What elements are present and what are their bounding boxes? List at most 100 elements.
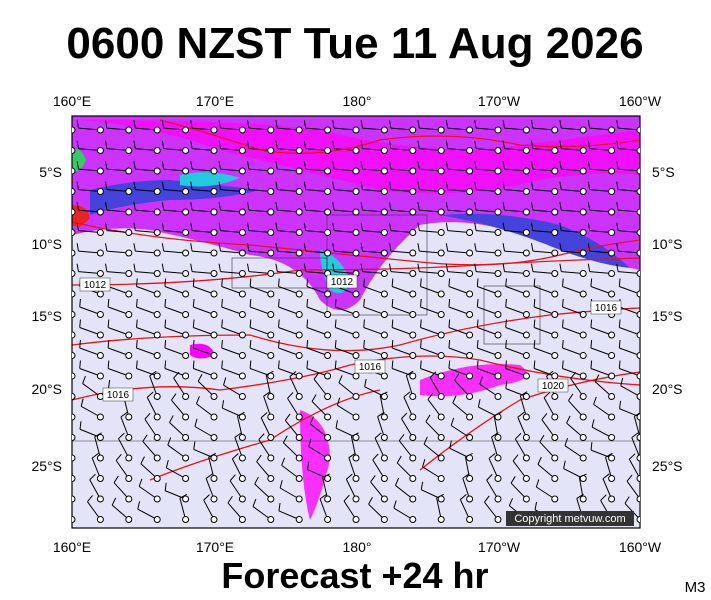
barb-feather bbox=[303, 222, 307, 231]
barb-feather bbox=[165, 459, 169, 468]
barb-staff bbox=[374, 437, 385, 459]
barb-station bbox=[295, 495, 303, 503]
barb-feather bbox=[360, 263, 363, 272]
barb-station bbox=[608, 229, 616, 236]
barb-station bbox=[608, 352, 616, 359]
barb-station bbox=[96, 290, 104, 298]
barb-feather bbox=[307, 461, 310, 470]
barb-feather bbox=[136, 298, 138, 308]
barb-staff bbox=[107, 286, 129, 295]
barb-station bbox=[125, 147, 133, 154]
barb-feather bbox=[332, 161, 335, 170]
barb-staff bbox=[306, 368, 328, 377]
barb-staff bbox=[379, 395, 385, 418]
barb-station bbox=[494, 372, 502, 380]
barb-feather bbox=[338, 375, 343, 383]
barb-station bbox=[96, 331, 104, 339]
barb-station bbox=[380, 516, 388, 523]
barb-station bbox=[267, 434, 275, 441]
barb-staff bbox=[220, 250, 243, 254]
barb-station bbox=[608, 331, 616, 339]
barb-feather bbox=[445, 222, 449, 231]
barb-feather bbox=[332, 181, 335, 190]
barb-station bbox=[238, 290, 246, 298]
barb-staff bbox=[106, 148, 129, 151]
lat-label: 20°S bbox=[31, 381, 62, 397]
barb-staff bbox=[149, 375, 158, 397]
barb-staff bbox=[362, 250, 385, 254]
barb-staff bbox=[106, 209, 129, 213]
barb-feather bbox=[533, 298, 536, 308]
lon-label: 170°E bbox=[196, 93, 234, 109]
barb-station bbox=[409, 290, 417, 298]
barb-station bbox=[182, 270, 190, 277]
lon-label: 160°E bbox=[53, 93, 91, 109]
barb-staff bbox=[419, 127, 442, 131]
barb-station bbox=[380, 454, 388, 462]
barb-station bbox=[153, 229, 161, 236]
barb-feather bbox=[142, 434, 148, 442]
barb-feather bbox=[465, 452, 473, 458]
barb-feather bbox=[247, 222, 250, 231]
barb-feather bbox=[484, 495, 490, 503]
barb-feather bbox=[332, 222, 335, 231]
isobar-label-box bbox=[590, 300, 622, 315]
barb-station bbox=[210, 290, 218, 298]
barb-feather bbox=[218, 120, 221, 129]
footer: Forecast +24 hr bbox=[221, 555, 488, 596]
barb-station bbox=[238, 495, 246, 503]
barb-staff bbox=[263, 396, 272, 418]
barb-staff bbox=[464, 456, 471, 479]
barb-feather bbox=[218, 181, 221, 190]
barb-staff bbox=[343, 500, 357, 520]
barb-feather bbox=[493, 412, 502, 417]
barb-staff bbox=[362, 189, 385, 192]
barb-staff bbox=[377, 416, 385, 438]
barb-staff bbox=[306, 286, 328, 295]
barb-staff bbox=[335, 306, 357, 315]
barb-feather bbox=[445, 161, 449, 170]
barb-feather bbox=[190, 243, 193, 252]
barb-station bbox=[125, 413, 133, 421]
barb-station bbox=[494, 188, 502, 195]
barb-station bbox=[182, 167, 190, 175]
barb-station bbox=[153, 208, 161, 216]
barb-feather bbox=[194, 418, 198, 427]
barb-feather bbox=[234, 432, 242, 438]
barb-staff bbox=[476, 250, 499, 254]
copyright: Copyright metvuw.com bbox=[514, 513, 625, 525]
barb-station bbox=[551, 372, 559, 380]
barb-feather bbox=[348, 452, 356, 459]
barb-feather bbox=[448, 298, 451, 308]
barb-feather bbox=[539, 434, 545, 443]
barb-staff bbox=[305, 127, 328, 131]
barb-station bbox=[182, 495, 190, 503]
barb-feather bbox=[275, 140, 278, 149]
barb-feather bbox=[559, 120, 562, 129]
barb-station bbox=[437, 372, 445, 380]
barb-staff bbox=[335, 327, 357, 336]
barb-station bbox=[494, 208, 502, 216]
barb-station bbox=[608, 475, 616, 482]
isobar-label: 1012 bbox=[84, 280, 107, 291]
barb-station bbox=[352, 454, 360, 462]
barb-staff bbox=[590, 327, 612, 336]
barb-feather bbox=[247, 243, 250, 252]
barb-staff bbox=[561, 250, 584, 254]
barb-station bbox=[409, 126, 417, 134]
barb-feather bbox=[133, 202, 136, 211]
barb-staff bbox=[504, 209, 527, 213]
barb-feather bbox=[192, 319, 195, 328]
barb-staff bbox=[193, 347, 215, 356]
barb-station bbox=[295, 393, 303, 400]
barb-station bbox=[522, 352, 530, 359]
barb-station bbox=[522, 147, 530, 154]
barb-staff bbox=[420, 327, 442, 336]
barb-feather bbox=[107, 298, 110, 308]
barb-feather bbox=[164, 319, 167, 328]
barb-station bbox=[636, 249, 640, 257]
barb-feather bbox=[94, 432, 102, 438]
barb-feather bbox=[462, 473, 470, 479]
barb-station bbox=[182, 311, 190, 318]
barb-staff bbox=[136, 368, 158, 377]
